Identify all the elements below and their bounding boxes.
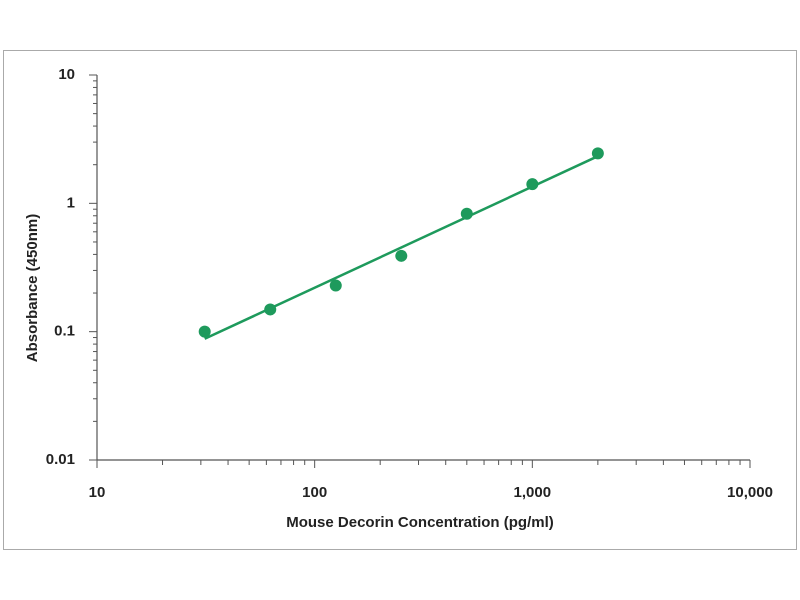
chart-frame [3,50,797,550]
y-tick-label: 0.01 [46,451,75,468]
x-tick-label: 10 [89,484,106,501]
x-tick-label: 10,000 [727,484,773,501]
fit-line [204,155,599,340]
y-tick-label: 1 [67,194,75,211]
y-axis-title: Absorbance (450nm) [24,214,41,362]
data-point [329,279,342,292]
x-axis-title: Mouse Decorin Concentration (pg/ml) [286,514,554,531]
data-point [395,249,408,262]
y-tick-label: 10 [58,66,75,83]
y-tick-label: 0.1 [54,323,75,340]
x-tick-label: 100 [302,484,327,501]
x-tick-label: 1,000 [514,484,552,501]
data-point [198,325,211,338]
